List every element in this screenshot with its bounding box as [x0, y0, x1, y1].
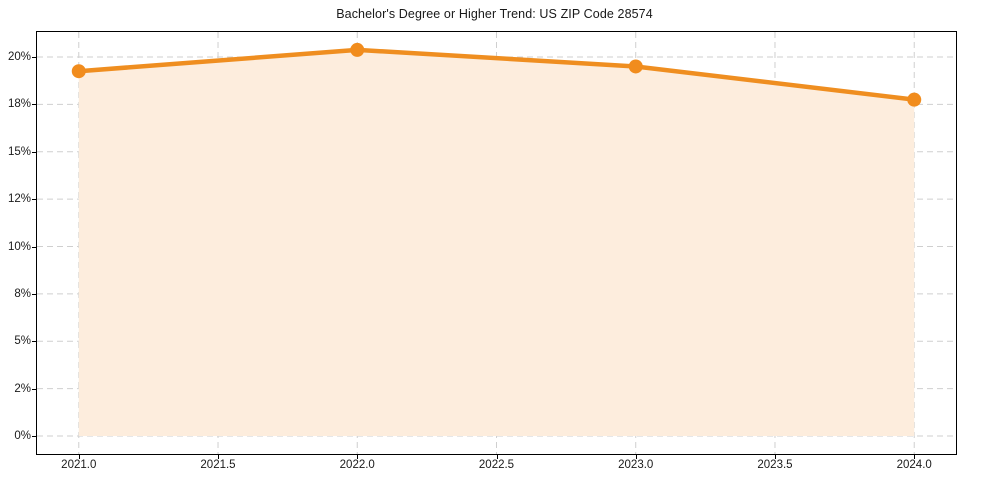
- x-axis-tick-mark: [78, 455, 80, 459]
- y-axis-tick-mark: [32, 388, 36, 390]
- plot-area: [36, 31, 957, 455]
- data-point-marker: [628, 59, 643, 74]
- y-axis-tick-label: 0%: [14, 430, 31, 442]
- y-axis-tick-mark: [32, 293, 36, 295]
- data-point-marker: [907, 92, 922, 107]
- x-axis-tick-mark: [357, 455, 359, 459]
- x-axis-tick-mark: [914, 455, 916, 459]
- x-axis-tick-label: 2021.5: [200, 459, 236, 471]
- x-axis-tick-label: 2021.0: [61, 459, 97, 471]
- data-point-marker: [71, 64, 86, 79]
- y-axis-tick-mark: [32, 341, 36, 343]
- y-axis-tick-mark: [32, 199, 36, 201]
- series-line-path: [76, 47, 917, 102]
- x-axis-tick-labels: 2021.0 2021.5 2022.0 2022.5 2023.0 2023.5 2024…: [36, 459, 957, 479]
- chart-plot-svg: [37, 32, 956, 454]
- chart-title: Bachelor's Degree or Higher Trend: US ZI…: [336, 7, 653, 21]
- y-axis-tick-label: 12%: [7, 193, 31, 206]
- y-axis-tick-label: 10%: [7, 240, 31, 253]
- y-axis-tick-labels: 20% 18% 15% 12% 10% 8% 5% 2% 0%: [0, 31, 31, 455]
- y-axis-tick-label: 5%: [14, 335, 31, 348]
- y-axis-tick-label: 8%: [14, 287, 31, 300]
- area-fill-path: [78, 49, 915, 436]
- x-axis-tick-mark: [635, 455, 637, 459]
- x-axis-tick-mark: [218, 455, 219, 459]
- x-axis-tick-mark: [774, 455, 776, 459]
- y-axis-tick-label: 15%: [7, 145, 31, 158]
- y-axis-tick-mark: [32, 104, 36, 106]
- x-axis-tick-mark: [496, 455, 498, 459]
- y-axis-tick-mark: [32, 151, 36, 153]
- series-markers: [71, 42, 922, 107]
- y-axis-tick-label: 18%: [7, 98, 31, 111]
- y-axis-tick-mark: [32, 57, 36, 58]
- x-axis-tick-label: 2023.0: [618, 459, 654, 471]
- y-axis-tick-label: 20%: [7, 51, 31, 63]
- x-axis-tick-label: 2024.0: [896, 459, 932, 471]
- y-axis-tick-mark: [32, 436, 36, 437]
- y-axis-tick-label: 2%: [14, 382, 31, 395]
- x-axis-tick-label: 2023.5: [757, 459, 793, 471]
- y-axis-tick-mark: [32, 246, 36, 248]
- x-axis-tick-label: 2022.0: [339, 459, 375, 471]
- x-axis-tick-label: 2022.5: [478, 459, 515, 471]
- data-point-marker: [350, 42, 365, 57]
